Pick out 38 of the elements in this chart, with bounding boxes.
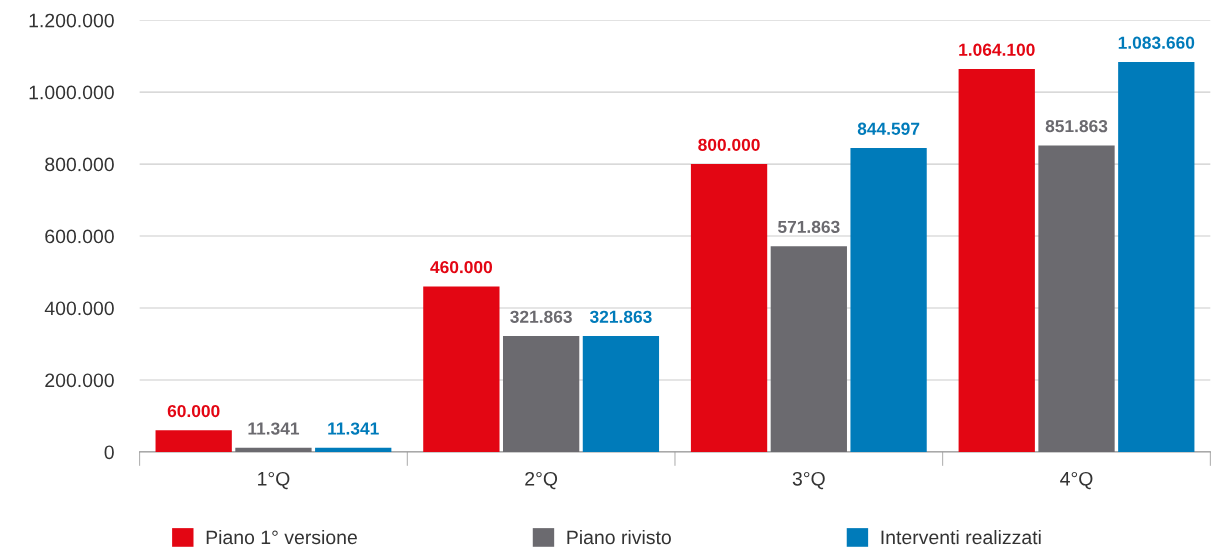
y-tick-label: 200.000	[45, 373, 114, 388]
data-label: 60.000	[167, 404, 220, 418]
data-label: 571.863	[777, 220, 840, 234]
data-label: 321.863	[510, 310, 572, 323]
y-tick-label: 1.200.000	[29, 13, 114, 28]
data-label: 460.000	[430, 260, 493, 274]
data-label: 11.341	[328, 422, 379, 435]
bar	[155, 430, 232, 452]
data-label: 1.083.660	[1118, 36, 1195, 49]
bar	[423, 286, 500, 452]
bar	[850, 148, 927, 452]
bar	[1038, 145, 1115, 452]
y-tick-label: 800.000	[45, 157, 114, 172]
legend-label: Piano rivisto	[567, 529, 671, 545]
x-tick-label: 2°Q	[525, 471, 558, 490]
legend-label: Piano 1° versione	[206, 529, 357, 545]
data-label: 851.863	[1045, 119, 1108, 133]
bar	[690, 164, 768, 452]
data-label: 800.000	[698, 138, 760, 151]
y-tick-label: 600.000	[45, 229, 114, 244]
data-label: 844.597	[857, 122, 920, 135]
bar	[235, 447, 312, 452]
x-tick-label: 1°Q	[258, 471, 290, 490]
x-tick-label: 4°Q	[1060, 471, 1093, 490]
bar	[770, 246, 847, 452]
bar	[503, 336, 580, 452]
y-tick-label: 1.000.000	[29, 85, 114, 100]
data-label: 1.064.100	[959, 43, 1035, 56]
bar	[315, 447, 392, 452]
legend-label: Interventi realizzati	[881, 529, 1041, 545]
bar	[1118, 62, 1195, 452]
x-tick-label: 3°Q	[792, 471, 825, 490]
y-tick-label: 400.000	[44, 301, 114, 316]
y-tick-label: 0	[104, 445, 114, 460]
bar	[582, 336, 660, 452]
data-label: 11.341	[248, 422, 300, 435]
bar	[958, 69, 1035, 452]
data-label: 321.863	[589, 310, 652, 323]
